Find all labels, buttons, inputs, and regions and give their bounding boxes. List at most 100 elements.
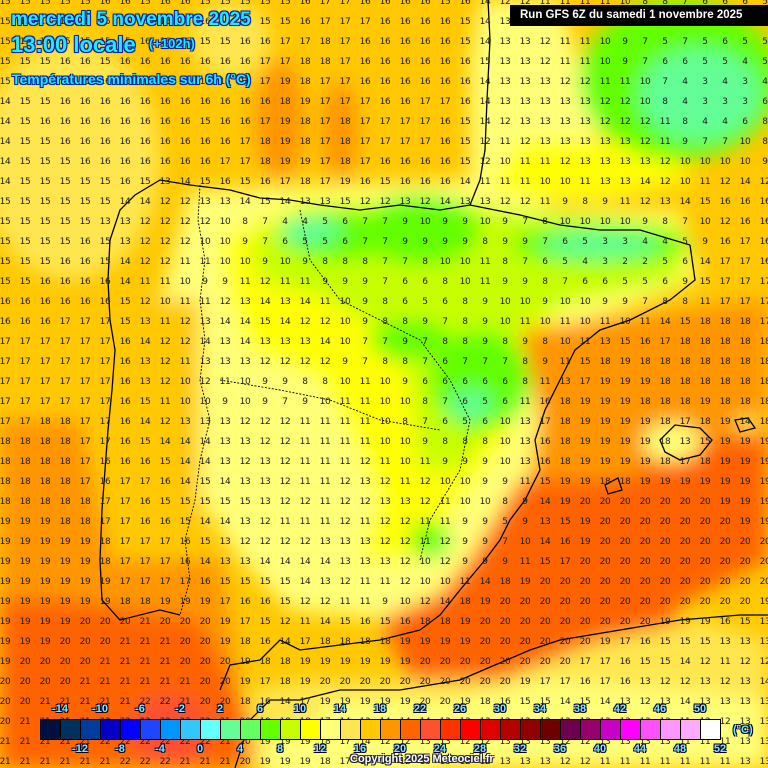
- grid-value: 15: [459, 37, 471, 47]
- grid-value: 19: [739, 437, 751, 447]
- grid-value: 7: [422, 337, 428, 347]
- grid-value: 13: [259, 457, 271, 467]
- grid-value: 18: [659, 377, 671, 387]
- grid-value: 16: [239, 77, 251, 87]
- grid-value: 10: [519, 297, 531, 307]
- grid-value: 15: [19, 97, 31, 107]
- grid-value: 17: [59, 397, 71, 407]
- grid-value: 15: [39, 17, 51, 27]
- grid-value: 20: [599, 537, 611, 547]
- grid-value: 17: [419, 137, 431, 147]
- grid-value: 14: [119, 277, 131, 287]
- grid-value: 8: [362, 257, 368, 267]
- grid-value: 15: [199, 117, 211, 127]
- grid-value: 10: [499, 437, 511, 447]
- grid-value: 18: [59, 417, 71, 427]
- grid-value: 12: [279, 537, 291, 547]
- grid-value: 9: [502, 237, 508, 247]
- grid-value: 11: [699, 177, 711, 187]
- grid-value: 9: [522, 277, 528, 287]
- grid-value: 10: [539, 177, 551, 187]
- grid-value: 22: [139, 697, 151, 707]
- grid-value: 17: [319, 177, 331, 187]
- grid-value: 11: [419, 517, 431, 527]
- legend-swatch: [481, 720, 501, 739]
- grid-value: 15: [139, 397, 151, 407]
- grid-value: 21: [119, 677, 131, 687]
- grid-value: 15: [59, 17, 71, 27]
- coastline-iberia-south: [219, 629, 421, 691]
- grid-value: 13: [419, 737, 431, 747]
- grid-value: 19: [279, 137, 291, 147]
- grid-value: 20: [599, 617, 611, 627]
- grid-value: 11: [299, 437, 311, 447]
- grid-value: 16: [439, 37, 451, 47]
- grid-value: 16: [99, 297, 111, 307]
- grid-value: 18: [139, 597, 151, 607]
- grid-value: 16: [259, 97, 271, 107]
- grid-value: 17: [259, 677, 271, 687]
- grid-value: 16: [79, 297, 91, 307]
- grid-value: 19: [39, 577, 51, 587]
- grid-value: 6: [742, 0, 748, 7]
- grid-value: 9: [222, 397, 228, 407]
- grid-value: 20: [179, 657, 191, 667]
- grid-value: 19: [759, 597, 768, 607]
- grid-value: 13: [319, 577, 331, 587]
- grid-value: 14: [679, 697, 691, 707]
- grid-value: 8: [522, 357, 528, 367]
- grid-value: 5: [762, 0, 768, 7]
- grid-value: 16: [19, 297, 31, 307]
- grid-value: 14: [239, 317, 251, 327]
- grid-value: 20: [39, 677, 51, 687]
- grid-value: 20: [199, 657, 211, 667]
- grid-value: 12: [559, 157, 571, 167]
- grid-value: 15: [539, 477, 551, 487]
- grid-value: 10: [239, 377, 251, 387]
- grid-value: 15: [279, 597, 291, 607]
- grid-value: 18: [639, 397, 651, 407]
- grid-value: 19: [399, 657, 411, 667]
- grid-value: 11: [379, 457, 391, 467]
- grid-value: 12: [719, 717, 731, 727]
- grid-value: 22: [179, 737, 191, 747]
- grid-value: 6: [502, 397, 508, 407]
- grid-value: 15: [119, 17, 131, 27]
- grid-value: 20: [0, 677, 11, 687]
- grid-value: 18: [279, 657, 291, 667]
- grid-value: 11: [479, 177, 491, 187]
- grid-value: 21: [139, 637, 151, 647]
- grid-value: 3: [602, 237, 608, 247]
- grid-value: 11: [519, 557, 531, 567]
- grid-value: 5: [762, 37, 768, 47]
- grid-value: 12: [259, 357, 271, 367]
- grid-value: 17: [19, 337, 31, 347]
- legend-swatch: [501, 720, 521, 739]
- grid-value: 17: [39, 397, 51, 407]
- grid-value: 14: [319, 557, 331, 567]
- grid-value: 19: [0, 597, 11, 607]
- grid-value: 8: [462, 437, 468, 447]
- grid-value: 21: [159, 657, 171, 667]
- grid-value: 18: [19, 497, 31, 507]
- grid-value: 16: [179, 57, 191, 67]
- grid-value: 9: [602, 197, 608, 207]
- grid-value: 18: [739, 317, 751, 327]
- grid-value: 20: [679, 497, 691, 507]
- grid-value: 18: [279, 97, 291, 107]
- grid-value: 14: [199, 557, 211, 567]
- grid-value: 6: [442, 357, 448, 367]
- grid-value: 15: [659, 657, 671, 667]
- grid-value: 13: [399, 197, 411, 207]
- grid-value: 18: [699, 317, 711, 327]
- grid-value: 14: [179, 437, 191, 447]
- grid-value: 20: [659, 577, 671, 587]
- grid-value: 17: [19, 417, 31, 427]
- grid-value: 9: [482, 517, 488, 527]
- grid-value: 7: [482, 357, 488, 367]
- grid-value: 18: [439, 617, 451, 627]
- grid-value: 13: [139, 377, 151, 387]
- grid-value: 14: [479, 117, 491, 127]
- grid-value: 20: [559, 637, 571, 647]
- coastline-africa: [234, 614, 768, 768]
